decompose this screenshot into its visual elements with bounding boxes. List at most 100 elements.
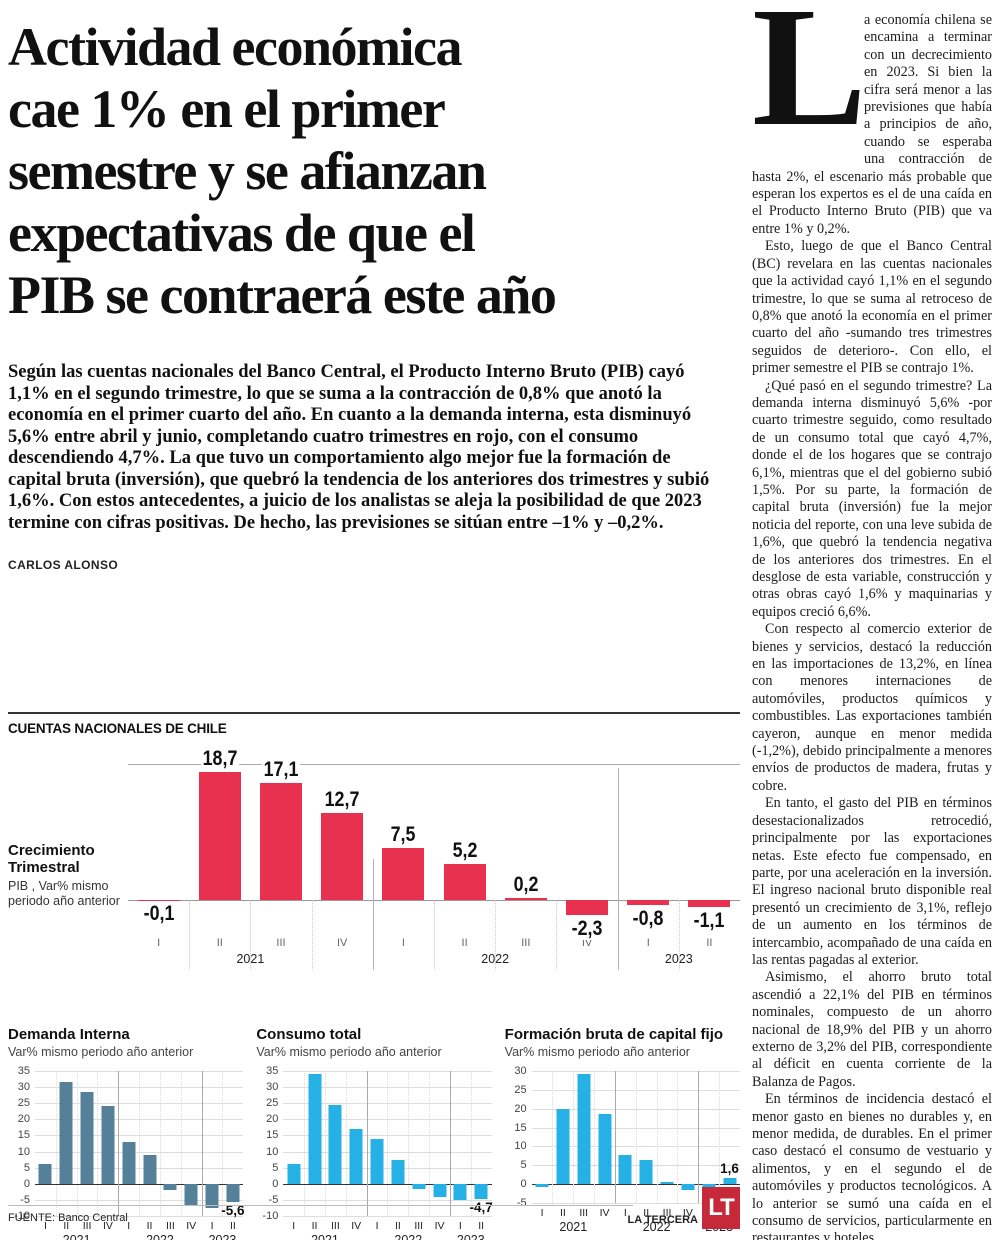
paragraph: Asimismo, el ahorro bruto total ascendió… [752,969,992,1090]
year-separator [614,1071,616,1203]
quarter-separator [222,1071,224,1216]
bar-cell [677,1071,698,1203]
year-separator [698,1071,700,1203]
quarter-label: I [646,937,650,949]
tick-label: 35 [266,1065,279,1077]
quarter-separator [76,1071,78,1216]
quarter-separator [635,1071,637,1203]
bar [577,1073,591,1185]
bar-cell [636,1071,657,1203]
quarter-label: II [559,1206,566,1219]
headline: Actividad económica cae 1% en el primer … [8,16,740,326]
year-separator [201,1071,203,1216]
year-label: 2023 [208,1233,237,1240]
tick-label: -5 [20,1193,30,1206]
bar [556,1108,570,1185]
quarter-label: II [63,1219,70,1232]
bar [163,1183,177,1191]
bar-cell [346,1071,367,1216]
year-separator [617,768,619,970]
annotation-label: -5,6 [221,1202,245,1218]
tick-label: 10 [17,1145,30,1158]
bar [328,1104,342,1184]
quarter-label: II [311,1219,318,1232]
year-label: 2021 [62,1233,91,1240]
tick-label: -5 [268,1193,279,1206]
tick-label: 30 [17,1081,30,1094]
y-axis-ticks: 35 30 25 20 15 10 5 0 -5 -10 [256,1065,283,1240]
quarter-label: III [521,937,531,949]
quarter-separator [573,1071,575,1203]
tick-label: 30 [514,1065,527,1077]
tick-label: 25 [17,1097,30,1110]
year-label: 2021 [559,1220,588,1234]
value-label: -0,8 [631,907,666,931]
bar-cell: -0,1 [128,764,189,934]
bar-cell: -4,7 [469,1071,493,1216]
quarter-label: IV [337,937,348,949]
bar-cell: 7,5 [373,764,434,934]
panel-subtitle: Var% mismo periodo año anterior [504,1045,690,1059]
bar-cell [387,1071,408,1216]
bar [639,1159,653,1185]
tick-label: -10 [14,1210,30,1222]
quarter-label: I [127,1219,131,1232]
bar-cell [573,1071,594,1203]
bar-cell: 17,1 [250,758,311,934]
value-label: 18,7 [200,746,239,770]
annotation-label: -4,7 [469,1199,493,1215]
bar [122,1141,136,1184]
bar [566,899,609,916]
bar [681,1184,695,1190]
quarter-separator [250,899,252,970]
quarter-separator [678,899,680,970]
quarter-separator [304,1071,306,1216]
quarter-label: I [401,937,405,949]
bar [618,1155,632,1185]
source-credit: FUENTE: Banco Central [8,1212,128,1224]
headline-line: cae 1% en el primer [8,79,446,139]
lt-logo: LT [702,1187,740,1229]
infographic-footer: FUENTE: Banco Central LA TERCERA LT [8,1186,740,1236]
quarter-label: I [623,1206,627,1219]
quarter-label: III [579,1206,589,1219]
main-chart-block: Crecimiento Trimestral PIB , Var% mismo … [8,747,740,970]
quarter-label: II [706,937,713,949]
quarter-label: I [157,937,161,949]
bar-cell [367,1071,388,1216]
year-label: 2021 [311,1233,339,1240]
bar-cell [325,1071,346,1216]
quarter-separator [97,1071,99,1216]
bar-cell [181,1071,202,1216]
year-label: 2022 [146,1233,174,1240]
bar-cell: -2,3 [556,764,617,941]
bar [308,1074,322,1184]
paragraph: En términos de incidencia destacó el men… [752,1091,992,1240]
quarter-label: IV [102,1219,113,1232]
main-chart-title: Crecimiento Trimestral [8,842,95,876]
year-separator [118,1071,120,1216]
brand-name: LA TERCERA [627,1214,698,1226]
quarter-separator [495,899,497,970]
quarter-label: I [210,1219,214,1232]
plot-area: -0,1 18,7 17,1 12,7 7,5 5,2 0,2 -2,3 -0,8 -1,1 [128,747,740,941]
drop-cap: L [752,12,867,162]
quarter-separator [55,1071,57,1216]
tick-label: 0 [23,1177,30,1190]
y-axis-ticks: 30 25 20 15 10 5 0 -5 [505,1065,532,1235]
bar-cell: -5,6 [221,1071,245,1218]
bar [321,812,364,900]
bar [433,1183,447,1197]
article-body-column: L a economía chilena se encamina a termi… [752,12,992,1240]
bar-cell: 0,2 [495,764,556,934]
quarter-label: II [478,1219,485,1232]
quarter-separator [594,1071,596,1203]
quarter-separator [556,899,558,970]
tick-label: 10 [514,1140,527,1153]
panel-title: Formación bruta de capital fijo [504,1026,724,1043]
headline-line: semestre y se afianzan [8,141,487,201]
bar-cell [77,1071,98,1216]
headline-line: PIB se contraerá este año [8,265,557,325]
